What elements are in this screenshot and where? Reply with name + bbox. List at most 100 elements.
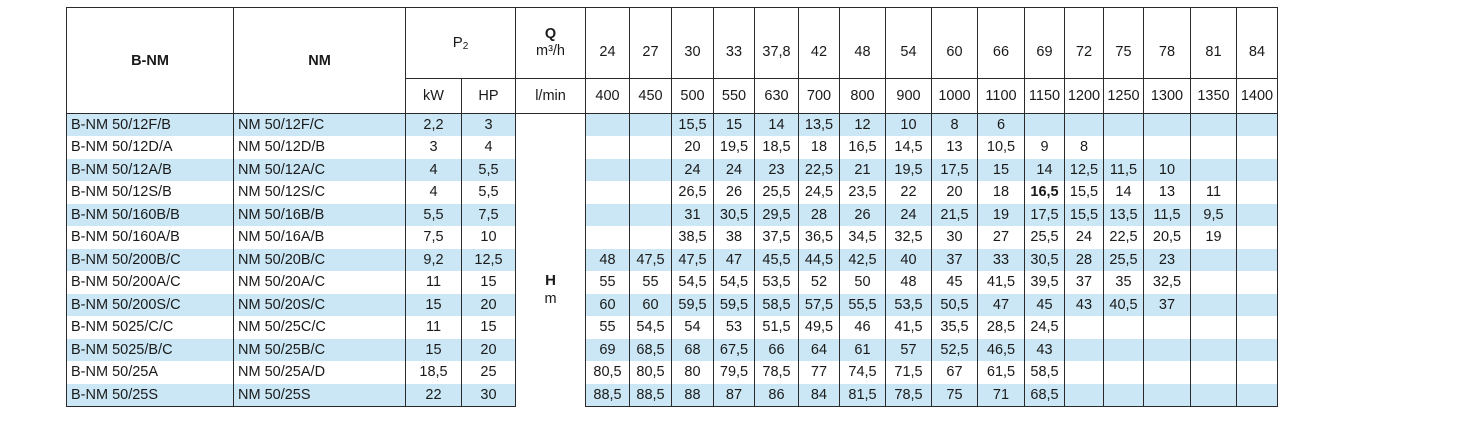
head-value-cell: 16,5 <box>839 136 886 159</box>
q-m3h-cell: 30 <box>671 7 714 79</box>
head-value-cell: 19 <box>1190 226 1237 249</box>
power-kw-cell: 7,5 <box>405 226 462 249</box>
q-lmin-cell: 1300 <box>1143 78 1191 114</box>
head-value-cell: 57 <box>885 338 932 361</box>
power-hp-cell: 4 <box>461 136 516 159</box>
power-hp-cell: 10 <box>461 226 516 249</box>
power-kw-cell: 4 <box>405 181 462 204</box>
table-row: B-NM 50/200S/C NM 50/20S/C 15 20 60 60 59,5 59,… <box>66 293 1278 316</box>
head-value-cell: 18 <box>798 136 840 159</box>
head-value-cell: 13 <box>931 136 978 159</box>
head-value-cell: 26 <box>713 181 755 204</box>
head-value-cell: 11 <box>1190 181 1237 204</box>
head-value-cell: 28,5 <box>977 316 1025 339</box>
model-nm-cell: NM 50/12F/C <box>233 113 406 136</box>
head-value-cell: 48 <box>885 271 932 294</box>
head-value-cell: 20 <box>931 181 978 204</box>
q-lmin-cell: 800 <box>839 78 886 114</box>
head-value-cell <box>1236 248 1278 271</box>
head-value-cell: 22,5 <box>1103 226 1144 249</box>
power-hp-cell: 15 <box>461 316 516 339</box>
head-value-cell: 68,5 <box>1024 383 1065 407</box>
head-value-cell <box>1064 361 1104 384</box>
q-m3h-cell: 72 <box>1064 7 1104 79</box>
table-row: B-NM 50/25A NM 50/25A/D 18,5 25 80,5 80,5 80 79… <box>66 361 1278 384</box>
head-value-cell: 46 <box>839 316 886 339</box>
power-kw-cell: 5,5 <box>405 203 462 226</box>
head-value-cell: 14,5 <box>885 136 932 159</box>
head-value-cell <box>1143 113 1191 136</box>
head-value-cell <box>1103 316 1144 339</box>
model-b-nm-cell: B-NM 50/12A/B <box>66 158 234 181</box>
head-value-cell: 69 <box>585 338 630 361</box>
head-value-cell <box>1190 383 1237 407</box>
head-value-cell: 78,5 <box>885 383 932 407</box>
power-unit-hp: HP <box>461 78 516 114</box>
head-value-cell: 60 <box>585 293 630 316</box>
head-value-cell: 74,5 <box>839 361 886 384</box>
head-value-cell <box>1190 271 1237 294</box>
head-value-cell: 64 <box>798 338 840 361</box>
head-value-cell: 23 <box>1143 248 1191 271</box>
head-value-cell: 71,5 <box>885 361 932 384</box>
head-value-cell <box>585 113 630 136</box>
head-value-cell: 88,5 <box>585 383 630 407</box>
head-value-cell: 9 <box>1024 136 1065 159</box>
power-hp-cell: 5,5 <box>461 181 516 204</box>
head-value-cell: 15,5 <box>1064 181 1104 204</box>
h-unit: m <box>544 291 557 307</box>
q-m3h-cell: 84 <box>1236 7 1278 79</box>
power-kw-cell: 18,5 <box>405 361 462 384</box>
head-value-cell: 8 <box>1064 136 1104 159</box>
table-row: B-NM 50/200B/C NM 50/20B/C 9,2 12,5 48 47,5 47… <box>66 248 1278 271</box>
head-value-cell <box>1064 316 1104 339</box>
model-nm-cell: NM 50/12D/B <box>233 136 406 159</box>
power-hp-cell: 30 <box>461 383 516 407</box>
head-value-cell: 47,5 <box>671 248 714 271</box>
head-value-cell: 41,5 <box>977 271 1025 294</box>
q-m3h-cell: 42 <box>798 7 840 79</box>
head-value-cell <box>1190 158 1237 181</box>
q-lmin-cell: 1000 <box>931 78 978 114</box>
q-lmin-cell: 1100 <box>977 78 1025 114</box>
head-value-cell: 60 <box>629 293 672 316</box>
head-value-cell <box>1143 361 1191 384</box>
header-power: P2 <box>405 7 516 79</box>
head-value-cell: 78,5 <box>754 361 799 384</box>
head-value-cell <box>1103 361 1144 384</box>
head-value-cell: 48 <box>585 248 630 271</box>
model-nm-cell: NM 50/25A/D <box>233 361 406 384</box>
table-row: B-NM 50/160B/B NM 50/16B/B 5,5 7,5 31 30,5 29,… <box>66 203 1278 226</box>
head-value-cell <box>1236 293 1278 316</box>
head-value-cell: 32,5 <box>885 226 932 249</box>
head-value-cell: 11,5 <box>1103 158 1144 181</box>
head-value-cell: 13 <box>1143 181 1191 204</box>
head-value-cell: 40 <box>885 248 932 271</box>
head-value-cell: 47 <box>977 293 1025 316</box>
head-value-cell: 24 <box>1064 226 1104 249</box>
head-value-cell <box>585 136 630 159</box>
power-sub: 2 <box>462 41 469 52</box>
head-value-cell: 28 <box>1064 248 1104 271</box>
head-value-cell: 32,5 <box>1143 271 1191 294</box>
head-value-cell: 55 <box>585 316 630 339</box>
q-lmin-cell: 1250 <box>1103 78 1144 114</box>
head-value-cell <box>1190 338 1237 361</box>
model-nm-cell: NM 50/12A/C <box>233 158 406 181</box>
head-value-cell: 21,5 <box>931 203 978 226</box>
pump-performance-table: B-NM NM P2 Q m³/h 24 27 30 33 37,8 42 48 54 60 66… <box>66 7 1278 407</box>
head-value-cell: 47,5 <box>629 248 672 271</box>
head-value-cell: 44,5 <box>798 248 840 271</box>
head-value-cell: 17,5 <box>931 158 978 181</box>
model-b-nm-cell: B-NM 5025/C/C <box>66 316 234 339</box>
head-value-cell <box>1236 113 1278 136</box>
header-model-b-nm: B-NM <box>66 7 234 114</box>
head-value-cell: 54 <box>671 316 714 339</box>
head-value-cell: 18,5 <box>754 136 799 159</box>
head-value-cell: 10,5 <box>977 136 1025 159</box>
head-value-cell: 38 <box>713 226 755 249</box>
q-m3h-cell: 66 <box>977 7 1025 79</box>
head-value-cell <box>1236 316 1278 339</box>
model-nm-cell: NM 50/25S <box>233 383 406 407</box>
model-nm-cell: NM 50/25C/C <box>233 316 406 339</box>
